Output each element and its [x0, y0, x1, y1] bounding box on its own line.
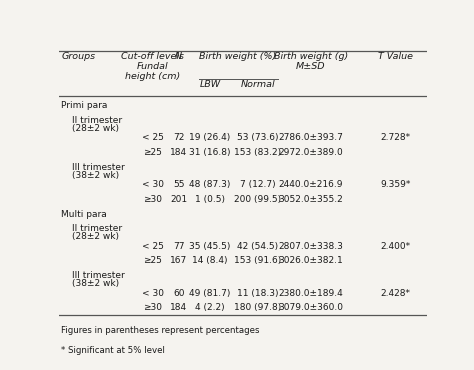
Text: 2440.0±216.9: 2440.0±216.9 [279, 180, 343, 189]
Text: 200 (99.5): 200 (99.5) [234, 195, 281, 204]
Text: Normal: Normal [240, 80, 275, 89]
Text: 53 (73.6): 53 (73.6) [237, 133, 278, 142]
Text: 2.728*: 2.728* [380, 133, 410, 142]
Text: Groups: Groups [61, 51, 95, 61]
Text: 201: 201 [170, 195, 187, 204]
Text: (28±2 wk): (28±2 wk) [72, 232, 119, 242]
Text: 3079.0±360.0: 3079.0±360.0 [278, 303, 343, 312]
Text: Cut-off levels
Fundal
height (cm): Cut-off levels Fundal height (cm) [121, 51, 184, 81]
Text: 180 (97.8): 180 (97.8) [234, 303, 281, 312]
Text: ≥25: ≥25 [144, 256, 163, 266]
Text: 4 (2.2): 4 (2.2) [195, 303, 225, 312]
Text: 153 (83.2): 153 (83.2) [234, 148, 281, 157]
Text: 2786.0±393.7: 2786.0±393.7 [278, 133, 343, 142]
Text: Birth weight (g)
M±SD: Birth weight (g) M±SD [274, 51, 348, 71]
Text: N: N [175, 51, 182, 61]
Text: 3026.0±382.1: 3026.0±382.1 [279, 256, 343, 266]
Text: Primi para: Primi para [61, 101, 108, 110]
Text: (38±2 wk): (38±2 wk) [72, 171, 119, 180]
Text: Birth weight (%): Birth weight (%) [199, 51, 276, 61]
Text: 1 (0.5): 1 (0.5) [195, 195, 225, 204]
Text: (38±2 wk): (38±2 wk) [72, 279, 119, 288]
Text: (28±2 wk): (28±2 wk) [72, 124, 119, 133]
Text: 9.359*: 9.359* [380, 180, 410, 189]
Text: 49 (81.7): 49 (81.7) [189, 289, 230, 297]
Text: < 25: < 25 [142, 133, 164, 142]
Text: 2.400*: 2.400* [380, 242, 410, 250]
Text: 42 (54.5): 42 (54.5) [237, 242, 278, 250]
Text: 184: 184 [170, 303, 187, 312]
Text: ≥30: ≥30 [144, 303, 163, 312]
Text: ≥30: ≥30 [144, 195, 163, 204]
Text: 7 (12.7): 7 (12.7) [240, 180, 275, 189]
Text: 77: 77 [173, 242, 184, 250]
Text: 3052.0±355.2: 3052.0±355.2 [279, 195, 343, 204]
Text: 2972.0±389.0: 2972.0±389.0 [279, 148, 343, 157]
Text: 19 (26.4): 19 (26.4) [189, 133, 230, 142]
Text: 153 (91.6): 153 (91.6) [234, 256, 281, 266]
Text: * Significant at 5% level: * Significant at 5% level [61, 346, 165, 355]
Text: 35 (45.5): 35 (45.5) [189, 242, 230, 250]
Text: 55: 55 [173, 180, 184, 189]
Text: Figures in parentheses represent percentages: Figures in parentheses represent percent… [61, 326, 260, 335]
Text: 11 (18.3): 11 (18.3) [237, 289, 278, 297]
Text: 2380.0±189.4: 2380.0±189.4 [279, 289, 343, 297]
Text: T Value: T Value [378, 51, 413, 61]
Text: 184: 184 [170, 148, 187, 157]
Text: Multi para: Multi para [61, 209, 107, 219]
Text: < 30: < 30 [142, 180, 164, 189]
Text: ≥25: ≥25 [144, 148, 163, 157]
Text: 60: 60 [173, 289, 184, 297]
Text: III trimester: III trimester [72, 162, 125, 172]
Text: 2807.0±338.3: 2807.0±338.3 [278, 242, 343, 250]
Text: 31 (16.8): 31 (16.8) [189, 148, 231, 157]
Text: III trimester: III trimester [72, 271, 125, 280]
Text: II trimester: II trimester [72, 224, 122, 233]
Text: 2.428*: 2.428* [380, 289, 410, 297]
Text: < 25: < 25 [142, 242, 164, 250]
Text: 167: 167 [170, 256, 187, 266]
Text: II trimester: II trimester [72, 115, 122, 125]
Text: 48 (87.3): 48 (87.3) [189, 180, 230, 189]
Text: < 30: < 30 [142, 289, 164, 297]
Text: LBW: LBW [199, 80, 220, 89]
Text: 72: 72 [173, 133, 184, 142]
Text: 14 (8.4): 14 (8.4) [192, 256, 228, 266]
